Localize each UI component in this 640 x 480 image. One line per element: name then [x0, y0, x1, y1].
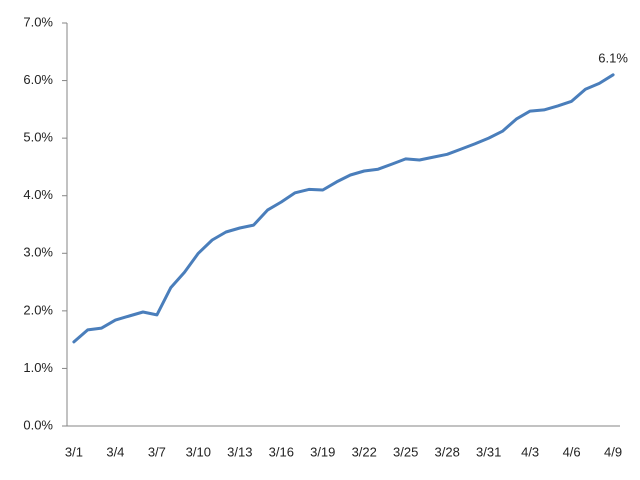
line — [72, 73, 615, 344]
x-tick-label: 3/22 — [352, 444, 377, 459]
x-tick-label: 3/1 — [65, 444, 83, 459]
y-tick-label: 6.0% — [23, 72, 53, 87]
x-tick-label: 4/9 — [604, 444, 622, 459]
x-tick-label: 3/10 — [186, 444, 211, 459]
x-tick-label: 3/31 — [476, 444, 501, 459]
y-tick-label: 4.0% — [23, 187, 53, 202]
y-tick-label: 0.0% — [23, 417, 53, 432]
y-tick-label: 5.0% — [23, 130, 53, 145]
y-tick-label: 3.0% — [23, 245, 53, 260]
y-tick-label: 1.0% — [23, 360, 53, 375]
x-tick-label: 4/6 — [563, 444, 581, 459]
x-tick-label: 3/19 — [310, 444, 335, 459]
y-tick-label: 7.0% — [23, 14, 53, 29]
x-tick-label: 3/25 — [393, 444, 418, 459]
x-tick-label: 3/13 — [227, 444, 252, 459]
x-tick-label: 3/28 — [435, 444, 460, 459]
x-tick-label: 4/3 — [521, 444, 539, 459]
y-tick-label: 2.0% — [23, 302, 53, 317]
data-label: 6.1% — [598, 50, 628, 65]
x-tick-label: 3/16 — [269, 444, 294, 459]
x-tick-label: 3/7 — [148, 444, 166, 459]
x-tick-label: 3/4 — [106, 444, 124, 459]
